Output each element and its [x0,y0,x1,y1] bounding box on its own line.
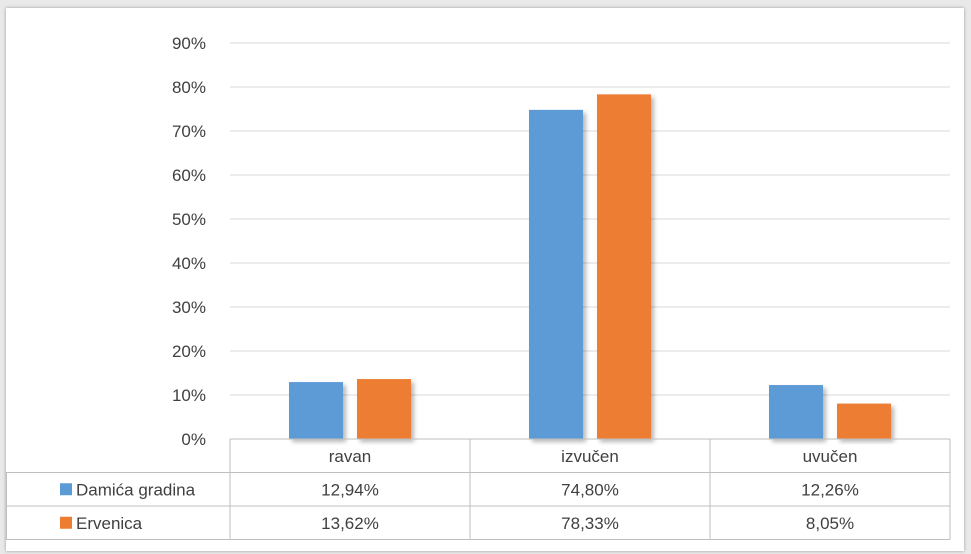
data-label: 12,26% [801,480,859,499]
legend-label: Ervenica [76,514,143,533]
y-tick-label: 20% [172,342,206,361]
bar [769,385,823,439]
y-tick-label: 10% [172,386,206,405]
bar [357,379,411,439]
legend-label: Damića gradina [76,480,196,499]
category-label: uvučen [803,447,858,466]
bar [597,94,651,440]
bar [529,109,583,439]
y-tick-label: 0% [181,430,206,449]
data-label: 8,05% [806,514,854,533]
data-label: 13,62% [321,514,379,533]
y-tick-label: 30% [172,298,206,317]
bar [289,382,343,439]
y-tick-label: 70% [172,122,206,141]
legend-key [60,516,72,529]
y-tick-label: 90% [172,34,206,53]
bar-chart: 0% 10% 20% 30% 40% 50% 60% 70% 80% 90% ravan izvuče… [6,34,951,540]
category-label: izvučen [561,447,619,466]
category-label: ravan [329,447,372,466]
bar [837,403,891,439]
y-tick-label: 80% [172,78,206,97]
y-tick-label: 50% [172,210,206,229]
data-label: 78,33% [561,514,619,533]
y-tick-label: 60% [172,166,206,185]
data-label: 12,94% [321,480,379,499]
data-label: 74,80% [561,480,619,499]
y-tick-label: 40% [172,254,206,273]
chart-frame: 0% 10% 20% 30% 40% 50% 60% 70% 80% 90% ravan izvuče… [6,8,964,551]
legend-key [60,483,72,496]
